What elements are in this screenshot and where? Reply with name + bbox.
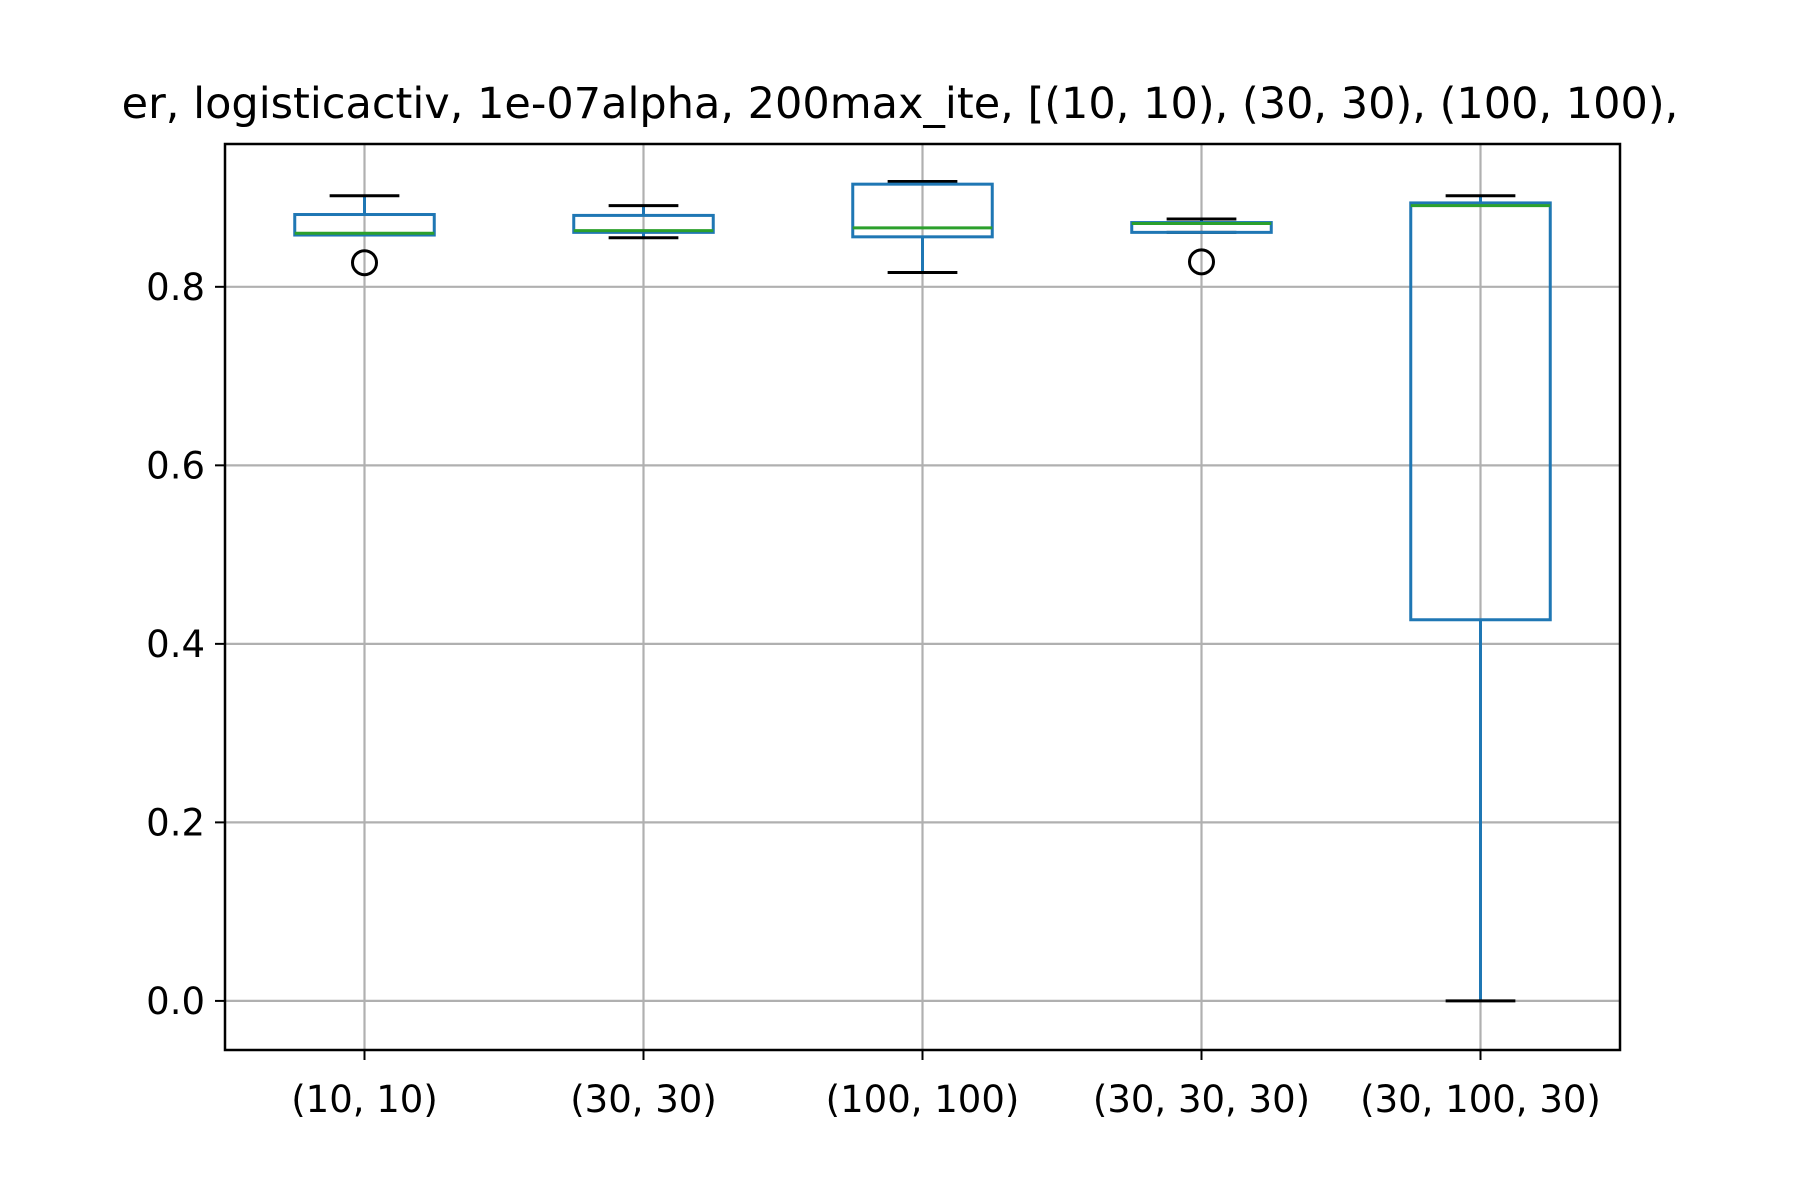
y-tick-label: 0.6 <box>146 444 205 487</box>
y-tick-label: 0.4 <box>146 623 205 666</box>
outlier-point <box>351 249 378 277</box>
box-group <box>572 204 715 240</box>
plot-frame <box>223 142 1622 1052</box>
box-layer <box>293 179 1552 1003</box>
iqr-box <box>851 182 994 239</box>
x-tick-label: (30, 100, 30) <box>1360 1078 1601 1121</box>
iqr-box <box>572 213 715 234</box>
box-group <box>1130 217 1273 276</box>
iqr-box <box>1409 201 1552 622</box>
axis-layer: 0.0 0.2 0.4 0.6 0.8 (10, 10) (30, 30) (100, 100… <box>146 142 1622 1121</box>
outlier-point <box>1188 248 1215 276</box>
y-tick-label: 0.0 <box>146 980 205 1023</box>
iqr-box <box>293 213 436 237</box>
box-group <box>293 194 436 277</box>
y-tick-label: 0.2 <box>146 801 205 844</box>
y-tick-label: 0.8 <box>146 266 205 309</box>
chart-title: er, logisticactiv, 1e-07alpha, 200max_it… <box>122 79 1679 129</box>
box-group <box>851 179 994 275</box>
x-tick-label: (30, 30, 30) <box>1093 1078 1310 1121</box>
box-group <box>1409 194 1552 1003</box>
x-tick-label: (100, 100) <box>826 1078 1020 1121</box>
x-tick-label: (10, 10) <box>291 1078 438 1121</box>
x-tick-label: (30, 30) <box>570 1078 717 1121</box>
